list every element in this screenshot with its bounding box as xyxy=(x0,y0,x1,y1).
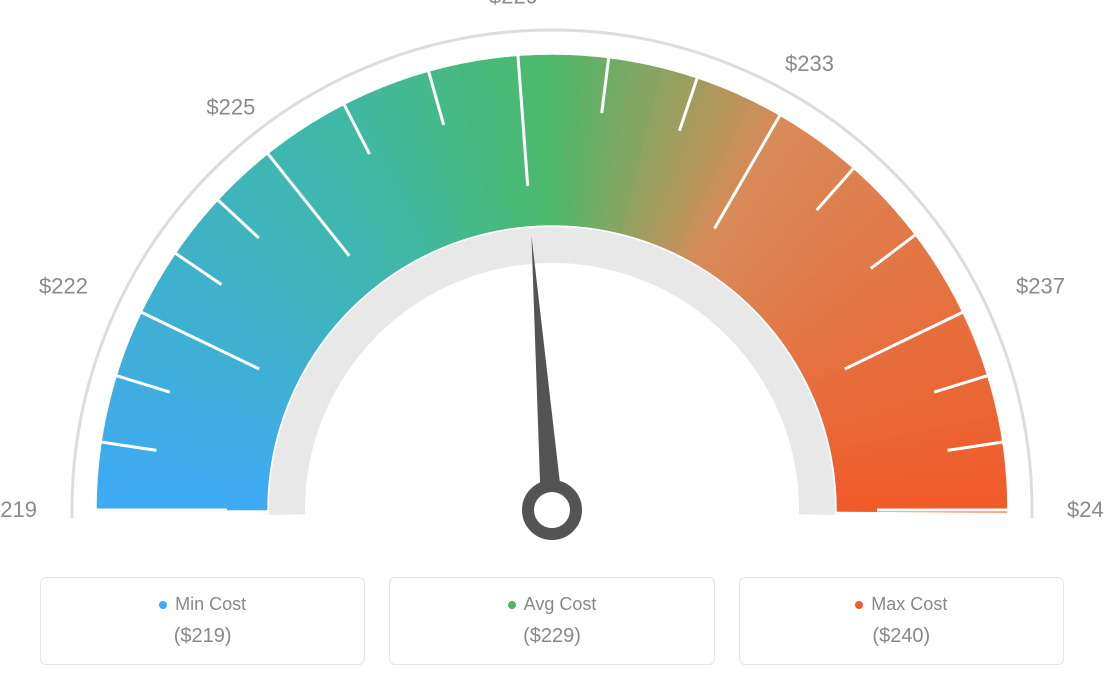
gauge-tick-label: $222 xyxy=(39,274,88,299)
min-cost-title: Min Cost xyxy=(159,594,246,615)
gauge-tick-label: $233 xyxy=(785,51,834,76)
gauge-tick-label: $229 xyxy=(489,0,538,8)
avg-cost-label: Avg Cost xyxy=(524,594,597,615)
gauge-tick-label: $240 xyxy=(1067,497,1104,522)
gauge-tick-label: $237 xyxy=(1016,274,1065,299)
min-cost-value: ($219) xyxy=(51,625,354,648)
max-cost-title: Max Cost xyxy=(855,594,947,615)
max-cost-label: Max Cost xyxy=(871,594,947,615)
gauge-tick-label: $225 xyxy=(206,94,255,119)
max-cost-value: ($240) xyxy=(750,625,1053,648)
min-cost-dot xyxy=(159,601,167,609)
summary-cards: Min Cost ($219) Avg Cost ($229) Max Cost… xyxy=(40,577,1064,665)
avg-cost-dot xyxy=(508,601,516,609)
avg-cost-title: Avg Cost xyxy=(508,594,597,615)
gauge-tick-label: $219 xyxy=(0,497,37,522)
max-cost-dot xyxy=(855,601,863,609)
avg-cost-card: Avg Cost ($229) xyxy=(389,577,714,665)
max-cost-card: Max Cost ($240) xyxy=(739,577,1064,665)
min-cost-card: Min Cost ($219) xyxy=(40,577,365,665)
gauge-chart: $219 $222 $225 $229 $233 $237 $240 xyxy=(0,0,1104,560)
avg-cost-value: ($229) xyxy=(400,625,703,648)
min-cost-label: Min Cost xyxy=(175,594,246,615)
